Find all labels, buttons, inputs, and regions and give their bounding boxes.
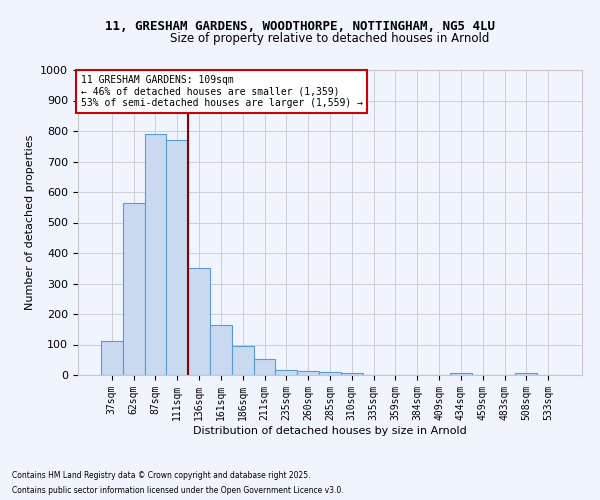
Bar	[210, 324, 232, 375]
Y-axis label: Number of detached properties: Number of detached properties	[25, 135, 35, 310]
Bar	[341, 373, 363, 375]
Text: 11, GRESHAM GARDENS, WOODTHORPE, NOTTINGHAM, NG5 4LU: 11, GRESHAM GARDENS, WOODTHORPE, NOTTING…	[105, 20, 495, 33]
X-axis label: Distribution of detached houses by size in Arnold: Distribution of detached houses by size …	[193, 426, 467, 436]
Bar	[188, 268, 210, 375]
Bar	[232, 346, 254, 375]
Text: Contains public sector information licensed under the Open Government Licence v3: Contains public sector information licen…	[12, 486, 344, 495]
Bar	[123, 202, 145, 375]
Text: 11 GRESHAM GARDENS: 109sqm
← 46% of detached houses are smaller (1,359)
53% of s: 11 GRESHAM GARDENS: 109sqm ← 46% of deta…	[80, 74, 362, 108]
Bar	[515, 373, 537, 375]
Bar	[319, 372, 341, 375]
Bar	[166, 140, 188, 375]
Text: Contains HM Land Registry data © Crown copyright and database right 2025.: Contains HM Land Registry data © Crown c…	[12, 471, 311, 480]
Bar	[254, 359, 275, 375]
Bar	[101, 342, 123, 375]
Bar	[145, 134, 166, 375]
Bar	[450, 372, 472, 375]
Bar	[275, 370, 297, 375]
Title: Size of property relative to detached houses in Arnold: Size of property relative to detached ho…	[170, 32, 490, 45]
Bar	[297, 372, 319, 375]
